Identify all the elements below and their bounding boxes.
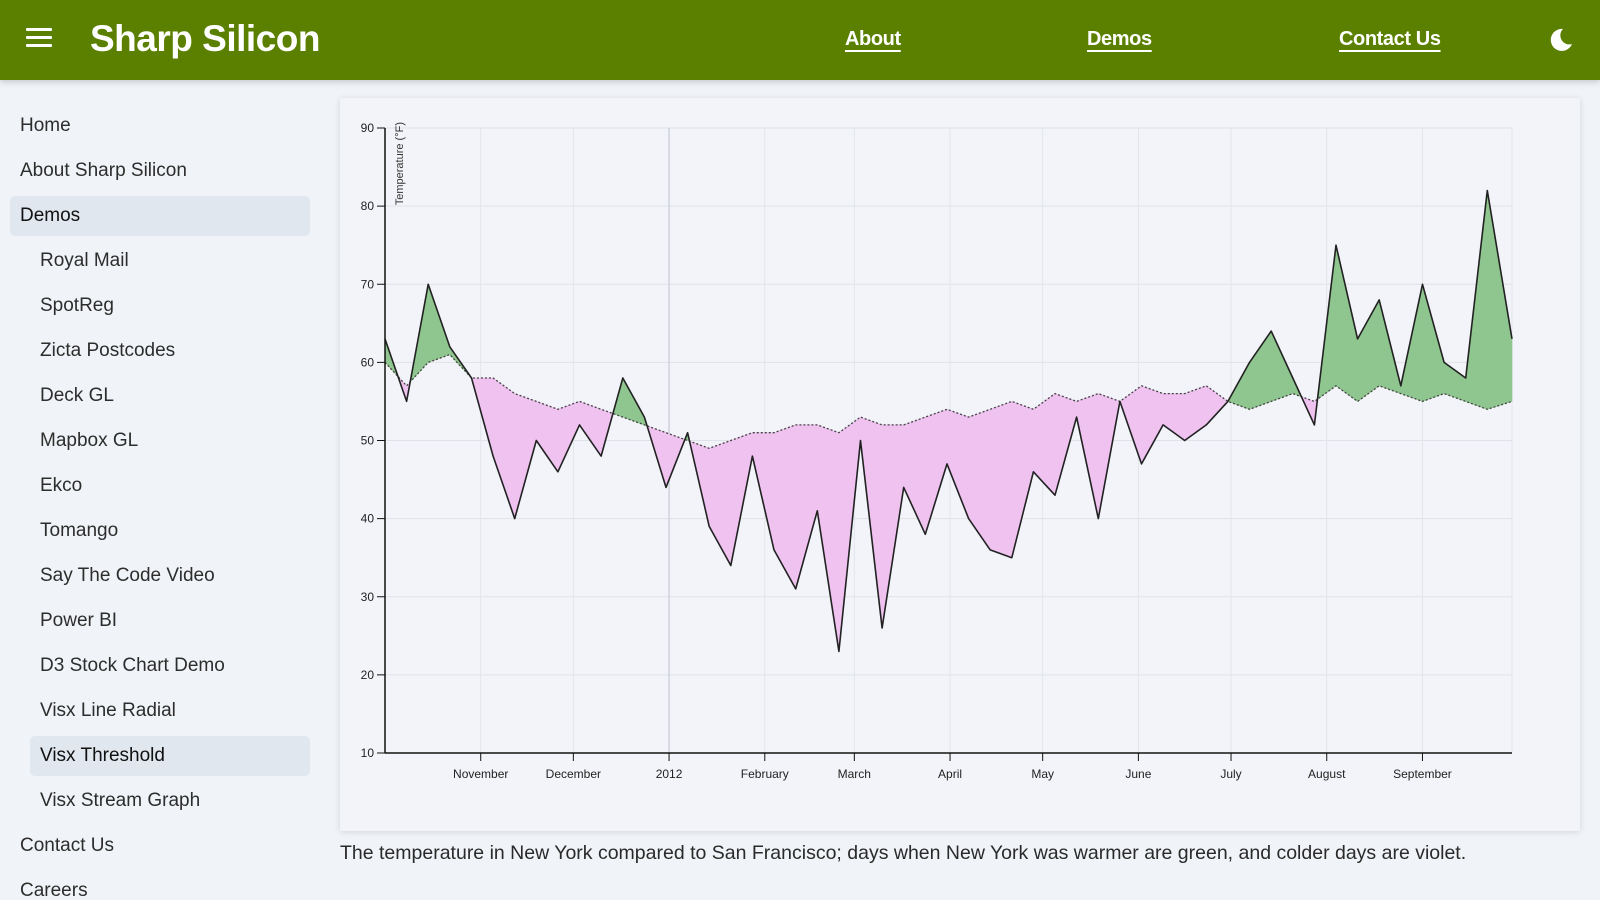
colder-area (492, 377, 515, 519)
x-tick-label: September (1393, 767, 1452, 781)
colder-area (773, 424, 797, 591)
chart-caption: The temperature in New York compared to … (340, 842, 1467, 864)
sidebar-item-ekco[interactable]: Ekco (40, 475, 83, 496)
chart-card: 10 20 30 40 50 60 70 80 90 November December 2012 Fe… (340, 98, 1580, 831)
y-axis-label: Temperature (°F) (394, 122, 406, 205)
x-tick-label: November (453, 767, 508, 781)
colder-area (1033, 393, 1056, 496)
hamburger-menu-icon[interactable] (26, 28, 52, 50)
warmer-area (1357, 298, 1380, 402)
colder-area (881, 424, 905, 629)
warmer-area (1443, 361, 1466, 402)
y-tick-label: 70 (361, 277, 375, 291)
sidebar-item-zicta-postcodes[interactable]: Zicta Postcodes (40, 340, 176, 361)
y-tick-label: 80 (361, 199, 375, 213)
x-tick-label: July (1220, 767, 1241, 781)
colder-area (1054, 393, 1077, 496)
warmer-area (1249, 330, 1272, 410)
x-tick-label: May (1031, 767, 1054, 781)
sidebar-item-visx-line-radial[interactable]: Visx Line Radial (40, 700, 176, 721)
sidebar-item-say-the-code-video[interactable]: Say The Code Video (40, 565, 215, 586)
sidebar-item-demos[interactable]: Demos (10, 196, 310, 236)
threshold-chart: 10 20 30 40 50 60 70 80 90 November December 2012 Fe… (361, 121, 1513, 781)
sidebar-item-tomango[interactable]: Tomango (40, 520, 119, 541)
x-tick-label: August (1308, 767, 1346, 781)
sidebar-item-deck-gl[interactable]: Deck GL (40, 385, 114, 406)
sidebar-item-power-bi[interactable]: Power BI (40, 610, 118, 631)
x-tick-label: 2012 (656, 767, 683, 781)
sidebar-item-visx-threshold[interactable]: Visx Threshold (30, 736, 310, 776)
nav-link-demos[interactable]: Demos (1087, 28, 1152, 50)
y-tick-label: 50 (361, 434, 375, 448)
y-tick-label: 20 (361, 668, 375, 682)
sidebar-item-spotreg[interactable]: SpotReg (40, 295, 114, 316)
colder-area (536, 400, 559, 473)
x-tick-label: April (938, 767, 962, 781)
colder-area (1011, 400, 1034, 558)
colder-area (514, 393, 537, 519)
warmer-area (1270, 330, 1294, 402)
colder-area (1141, 385, 1164, 466)
series-line-san-francisco (384, 353, 1513, 449)
sidebar-item-visx-stream-graph[interactable]: Visx Stream Graph (40, 790, 201, 811)
x-tick-label: June (1125, 767, 1151, 781)
colder-area (989, 400, 1013, 559)
nav-link-contact-us[interactable]: Contact Us (1339, 28, 1441, 50)
top-app-bar: Sharp Silicon About Demos Contact Us (0, 0, 1600, 80)
colder-area (557, 400, 580, 472)
sidebar-item-home[interactable]: Home (20, 115, 71, 136)
sidebar-item-careers[interactable]: Careers (20, 880, 88, 900)
nav-link-about[interactable]: About (845, 28, 901, 50)
sidebar-item-about-sharp-silicon[interactable]: About Sharp Silicon (20, 160, 187, 181)
y-tick-label: 90 (361, 121, 375, 135)
sidebar-item-mapbox-gl[interactable]: Mapbox GL (40, 430, 139, 451)
series-line-new-york (384, 189, 1513, 653)
sidebar-item-d3-stock-chart-demo[interactable]: D3 Stock Chart Demo (40, 655, 225, 676)
x-tick-label: March (838, 767, 871, 781)
y-tick-label: 40 (361, 512, 375, 526)
sidebar-item-contact-us[interactable]: Contact Us (20, 835, 114, 856)
y-tick-label: 60 (361, 355, 375, 369)
warmer-area (1487, 190, 1513, 410)
threshold-areas (384, 190, 1513, 652)
sidebar-item-royal-mail[interactable]: Royal Mail (40, 250, 129, 271)
y-tick-label: 10 (361, 746, 375, 760)
moon-icon[interactable] (1548, 27, 1574, 53)
x-tick-label: February (741, 767, 789, 781)
warmer-area (1422, 284, 1445, 402)
colder-area (968, 408, 991, 551)
brand-title[interactable]: Sharp Silicon (90, 18, 320, 59)
colder-area (795, 424, 818, 589)
x-tick-label: December (546, 767, 601, 781)
colder-area (816, 424, 840, 652)
colder-area (903, 416, 926, 535)
y-tick-label: 30 (361, 590, 375, 604)
sidebar-nav: Home About Sharp Silicon Demos Royal Mail Sp… (10, 106, 310, 900)
